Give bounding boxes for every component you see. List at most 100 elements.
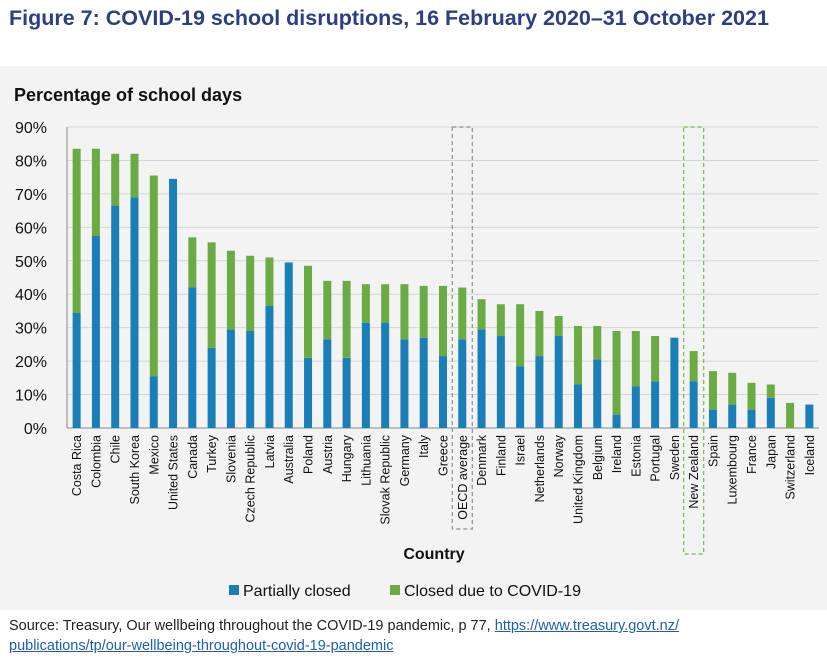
bar-closed-covid bbox=[708, 371, 717, 410]
x-tick-label: Israel bbox=[514, 435, 528, 466]
bar-closed-covid bbox=[496, 304, 505, 337]
bar-partially-closed bbox=[728, 404, 737, 428]
x-tick-label: Italy bbox=[417, 434, 431, 458]
bar-closed-covid bbox=[766, 384, 775, 398]
bar-partially-closed bbox=[323, 339, 332, 428]
bar-partially-closed bbox=[554, 336, 563, 428]
bar-closed-covid bbox=[593, 325, 602, 360]
bar-partially-closed bbox=[670, 337, 679, 428]
bar-partially-closed bbox=[496, 336, 505, 428]
bar-partially-closed bbox=[304, 357, 313, 428]
bar-partially-closed bbox=[265, 305, 274, 428]
x-tick-label: Australia bbox=[282, 435, 296, 484]
bar-closed-covid bbox=[188, 237, 197, 288]
source-text: Source: Treasury, Our wellbeing througho… bbox=[9, 618, 491, 634]
bar-partially-closed bbox=[207, 347, 216, 428]
bar-partially-closed bbox=[593, 359, 602, 428]
legend-label-closed-covid: Closed due to COVID-19 bbox=[404, 583, 581, 600]
bar-partially-closed bbox=[708, 409, 717, 428]
x-tick-label: New Zealand bbox=[687, 435, 701, 509]
bar-closed-covid bbox=[786, 402, 795, 428]
bar-partially-closed bbox=[361, 322, 370, 428]
y-tick-label: 0% bbox=[24, 421, 47, 438]
bar-partially-closed bbox=[91, 235, 100, 428]
legend-swatch-partially-closed bbox=[229, 585, 239, 595]
x-tick-label: Poland bbox=[302, 435, 316, 474]
bar-partially-closed bbox=[535, 356, 544, 428]
bar-closed-covid bbox=[573, 325, 582, 385]
x-tick-label: Latvia bbox=[263, 435, 277, 468]
x-tick-label: Colombia bbox=[89, 435, 103, 488]
x-tick-label: Denmark bbox=[475, 434, 489, 485]
x-tick-label: South Korea bbox=[128, 435, 142, 505]
x-tick-label: Germany bbox=[398, 434, 412, 486]
x-tick-label: Austria bbox=[321, 435, 335, 474]
bar-partially-closed bbox=[400, 339, 409, 428]
bar-partially-closed bbox=[72, 312, 81, 428]
bar-closed-covid bbox=[535, 310, 544, 357]
bar-closed-covid bbox=[226, 250, 235, 330]
bar-closed-covid bbox=[149, 175, 158, 377]
x-tick-label: Slovak Republic bbox=[379, 435, 393, 525]
bar-partially-closed bbox=[477, 329, 486, 428]
bar-closed-covid bbox=[246, 255, 255, 332]
bar-partially-closed bbox=[651, 381, 660, 428]
bar-closed-covid bbox=[361, 284, 370, 323]
bar-closed-covid bbox=[72, 148, 81, 313]
legend-label-partially-closed: Partially closed bbox=[243, 583, 351, 600]
bar-closed-covid bbox=[458, 287, 467, 340]
bar-partially-closed bbox=[188, 287, 197, 428]
bar-closed-covid bbox=[342, 280, 351, 358]
bar-partially-closed bbox=[149, 376, 158, 428]
bar-closed-covid bbox=[400, 284, 409, 340]
y-tick-label: 20% bbox=[15, 354, 47, 371]
bar-closed-covid bbox=[381, 284, 390, 323]
bar-closed-covid bbox=[323, 280, 332, 340]
bar-closed-covid bbox=[439, 285, 447, 357]
bar-partially-closed bbox=[111, 205, 120, 428]
y-axis-title: Percentage of school days bbox=[14, 85, 242, 105]
bar-partially-closed bbox=[226, 329, 235, 428]
y-tick-label: 80% bbox=[15, 153, 47, 170]
bar-partially-closed bbox=[766, 397, 775, 428]
bar-closed-covid bbox=[111, 153, 120, 206]
bar-partially-closed bbox=[516, 366, 525, 428]
y-tick-label: 10% bbox=[15, 388, 47, 405]
x-tick-label: Greece bbox=[437, 435, 451, 476]
x-tick-label: Estonia bbox=[629, 435, 643, 477]
bar-partially-closed bbox=[342, 357, 351, 428]
y-tick-label: 70% bbox=[15, 187, 47, 204]
x-tick-label: Norway bbox=[552, 434, 566, 477]
y-tick-label: 60% bbox=[15, 220, 47, 237]
x-tick-label: Switzerland bbox=[784, 435, 798, 500]
highlight-box-new-zealand bbox=[683, 126, 705, 555]
bar-closed-covid bbox=[265, 257, 274, 306]
figure-title: Figure 7: COVID-19 school disruptions, 1… bbox=[9, 6, 769, 30]
x-tick-label: United Kingdom bbox=[571, 435, 585, 524]
x-tick-label: Netherlands bbox=[533, 435, 547, 502]
x-tick-label: Iceland bbox=[803, 435, 817, 475]
x-tick-label: Spain bbox=[706, 435, 720, 467]
source-link-line2: publications/tp/our-wellbeing-throughout… bbox=[9, 638, 394, 654]
source-link-line1: https://www.treasury.govt.nz/ bbox=[494, 618, 680, 634]
bar-partially-closed bbox=[631, 386, 640, 428]
x-tick-label: Finland bbox=[494, 435, 508, 476]
source-link[interactable]: https://www.treasury.govt.nz/publication… bbox=[9, 618, 679, 654]
bar-closed-covid bbox=[207, 242, 216, 348]
highlight-box-oecd-average bbox=[451, 126, 473, 530]
x-tick-label: Turkey bbox=[205, 434, 219, 472]
x-tick-label: Sweden bbox=[668, 435, 682, 480]
bar-partially-closed bbox=[689, 381, 698, 428]
y-tick-label: 90% bbox=[15, 120, 47, 137]
bar-partially-closed bbox=[439, 356, 447, 428]
bar-partially-closed bbox=[419, 337, 428, 428]
x-tick-label: Hungary bbox=[340, 434, 354, 482]
legend-swatch-closed-covid bbox=[390, 585, 400, 595]
x-tick-label: Japan bbox=[764, 435, 778, 469]
bar-partially-closed bbox=[246, 331, 255, 428]
stacked-bar-chart: Percentage of school days 0% 10% 20% 30% 40% 5… bbox=[14, 85, 819, 600]
x-tick-label: Ireland bbox=[610, 435, 624, 473]
bar-closed-covid bbox=[130, 153, 139, 198]
bar-partially-closed bbox=[747, 409, 756, 428]
x-tick-label: Costa Rica bbox=[70, 435, 84, 496]
